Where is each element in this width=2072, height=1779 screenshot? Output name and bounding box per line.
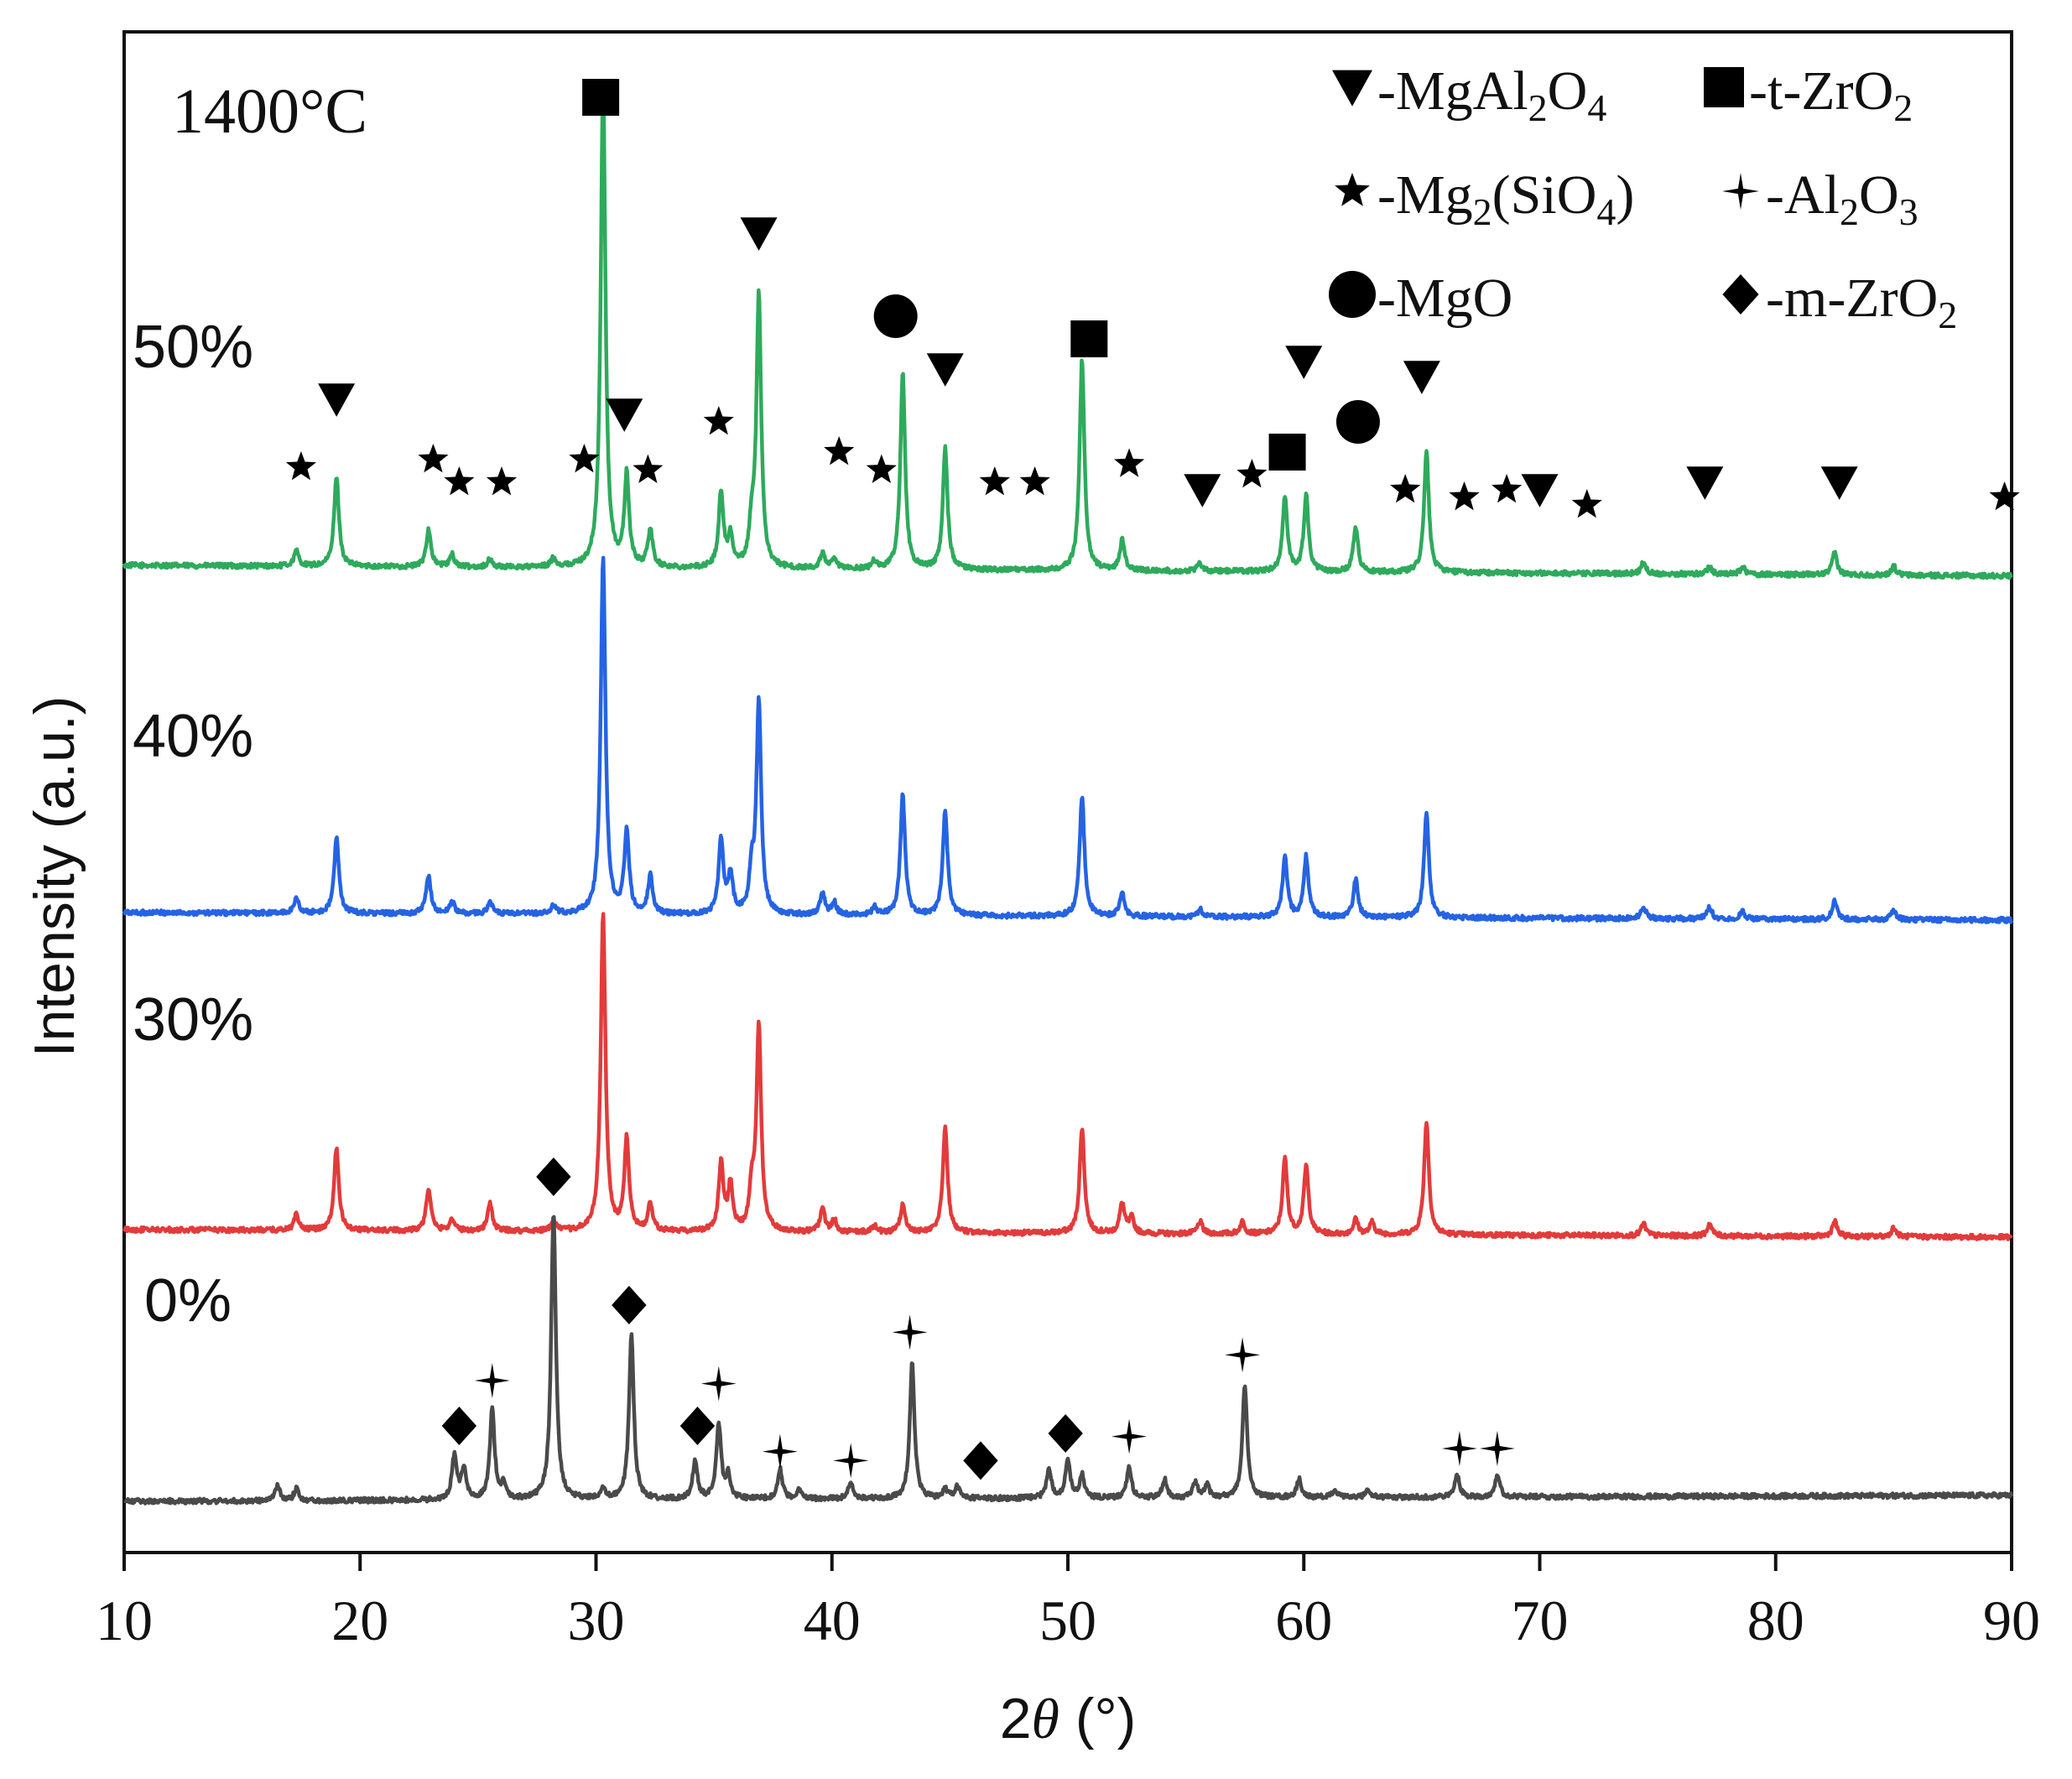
- marker-sparkle: [474, 1363, 510, 1398]
- marker-triangle-down: [1403, 361, 1440, 394]
- marker-star: [824, 436, 855, 466]
- marker-triangle-down: [1184, 474, 1221, 507]
- marker-triangle-down: [1686, 466, 1724, 500]
- marker-sparkle: [1111, 1418, 1148, 1454]
- marker-diamond: [1722, 274, 1759, 315]
- marker-sparkle: [700, 1365, 737, 1402]
- x-tick-label: 30: [568, 1589, 625, 1652]
- legend-label-mg2-sio4-: -Mg2(SiO4): [1377, 164, 1634, 233]
- marker-star: [486, 466, 518, 496]
- marker-circle: [1329, 271, 1376, 318]
- marker-square: [582, 79, 620, 116]
- marker-star: [1989, 481, 2020, 511]
- marker-star: [633, 454, 664, 483]
- marker-triangle-down: [926, 353, 964, 387]
- marker-square: [1268, 434, 1306, 471]
- marker-star: [1335, 173, 1370, 206]
- marker-star: [1114, 448, 1145, 477]
- x-tick-label: 40: [804, 1589, 861, 1652]
- marker-star: [569, 444, 600, 473]
- marker-star: [418, 444, 449, 473]
- marker-star: [1449, 481, 1480, 511]
- series-lines: [122, 83, 2014, 1506]
- series-label: 50%: [133, 314, 253, 381]
- marker-square: [1070, 320, 1108, 357]
- x-axis-ticks: 10 20 30 40 50 60 70 80 90: [96, 1553, 2040, 1652]
- marker-sparkle: [1441, 1431, 1477, 1466]
- y-axis-label: Intensity (a.u.): [23, 696, 86, 1058]
- chart-title: 1400°C: [172, 76, 367, 147]
- marker-triangle-down: [1285, 346, 1323, 379]
- marker-star: [444, 466, 475, 496]
- series-line-0pct: [122, 1215, 2014, 1506]
- legend-label-al2o3: -Al2O3: [1766, 164, 1918, 233]
- series-line-30pct: [122, 912, 2013, 1241]
- marker-diamond: [612, 1286, 647, 1324]
- marker-triangle-down: [1332, 70, 1372, 107]
- series-line-40pct: [122, 555, 2014, 924]
- phase-markers: [285, 79, 2020, 1480]
- marker-star: [1571, 489, 1602, 518]
- marker-sparkle: [1722, 173, 1759, 210]
- marker-diamond: [536, 1157, 571, 1196]
- x-tick-label: 10: [96, 1589, 153, 1652]
- marker-diamond: [679, 1407, 716, 1445]
- x-tick-label: 90: [1983, 1589, 2040, 1652]
- x-axis-label: 2θ (°): [1000, 1687, 1137, 1750]
- legend-label-t-zro2: -t-ZrO2: [1749, 60, 1913, 129]
- marker-star: [1492, 474, 1523, 503]
- marker-star: [1019, 466, 1050, 496]
- marker-star: [1390, 474, 1421, 503]
- series-label: 30%: [133, 986, 253, 1053]
- marker-sparkle: [833, 1443, 869, 1479]
- marker-star: [866, 454, 897, 483]
- marker-diamond: [1048, 1414, 1083, 1453]
- marker-circle: [1335, 400, 1380, 444]
- x-tick-label: 20: [331, 1589, 388, 1652]
- marker-star: [1236, 459, 1268, 488]
- series-labels: 50% 40% 30% 0%: [133, 314, 253, 1334]
- marker-star: [979, 466, 1010, 496]
- series-label: 40%: [133, 703, 253, 770]
- series-line-50pct: [122, 83, 2013, 580]
- plot-frame: [122, 30, 2013, 1554]
- marker-triangle-down: [1820, 466, 1858, 500]
- marker-sparkle: [1479, 1431, 1515, 1466]
- marker-circle: [873, 294, 918, 338]
- marker-sparkle: [762, 1433, 798, 1469]
- series-label: 0%: [144, 1267, 232, 1334]
- x-tick-label: 60: [1275, 1589, 1332, 1652]
- marker-diamond: [963, 1441, 998, 1480]
- marker-triangle-down: [740, 217, 778, 251]
- marker-star: [703, 406, 734, 435]
- legend-label-mgal2o4: -MgAl2O4: [1377, 60, 1606, 129]
- x-tick-label: 80: [1747, 1589, 1804, 1652]
- marker-triangle-down: [1521, 474, 1559, 507]
- legend-label-mgo: -MgO: [1377, 268, 1512, 329]
- x-tick-label: 50: [1039, 1589, 1096, 1652]
- legend: -MgAl2O4 -t-ZrO2 -Mg2(SiO4) -Al2O3 -MgO -m-Zr…: [1329, 60, 1957, 336]
- marker-sparkle: [892, 1314, 928, 1350]
- x-tick-label: 70: [1512, 1589, 1569, 1652]
- legend-label-m-zro2: -m-ZrO2: [1766, 268, 1957, 336]
- marker-triangle-down: [318, 383, 356, 417]
- marker-diamond: [441, 1407, 477, 1445]
- marker-square: [1704, 67, 1744, 107]
- marker-triangle-down: [606, 398, 643, 432]
- marker-star: [285, 451, 316, 481]
- marker-sparkle: [1225, 1337, 1261, 1373]
